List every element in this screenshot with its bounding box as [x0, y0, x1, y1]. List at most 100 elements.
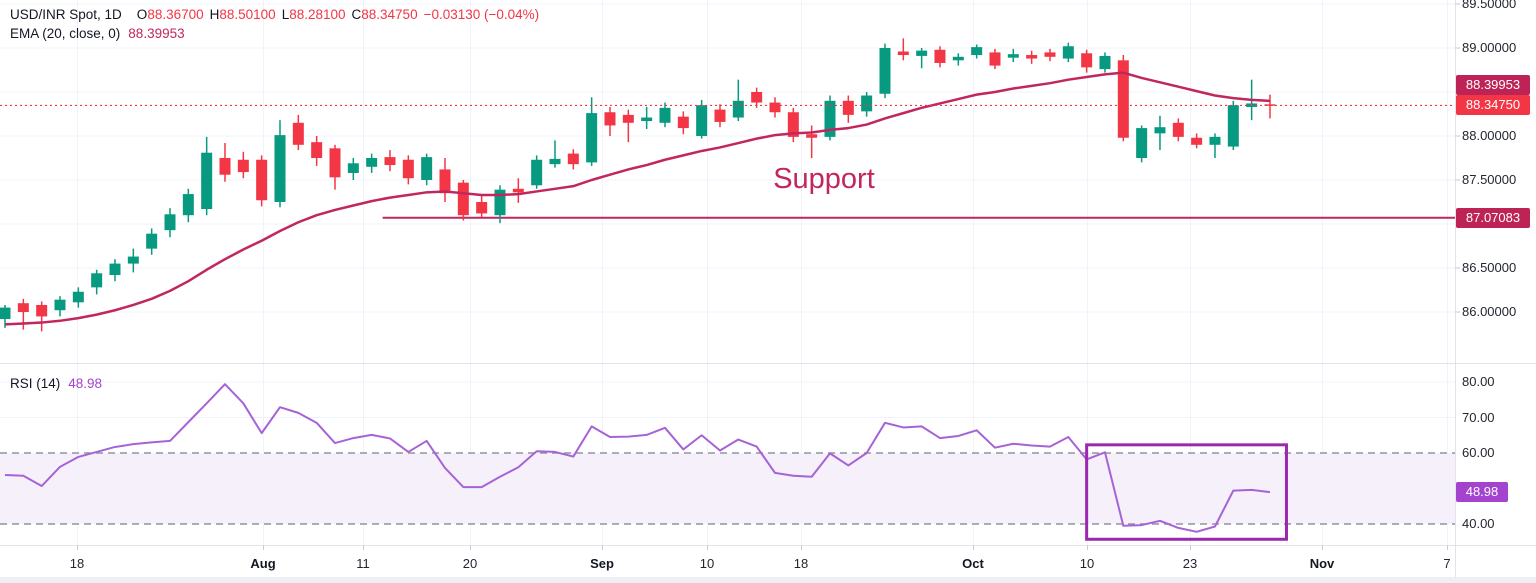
- rsi-axis-label: 80.00: [1462, 374, 1495, 389]
- bottom-edge-strip: [0, 577, 1536, 583]
- candle-body: [531, 159, 543, 186]
- rsi-highlight-box[interactable]: [1085, 443, 1288, 541]
- symbol-legend: USD/INR Spot, 1D O88.36700 H88.50100 L88.28…: [10, 7, 539, 22]
- candle-body: [0, 307, 11, 320]
- candle-body: [256, 159, 268, 201]
- candle-body: [384, 157, 396, 166]
- close-label: C: [351, 7, 362, 22]
- candles-group: [0, 38, 1276, 332]
- time-axis-label: 7: [1443, 556, 1451, 571]
- time-axis-label: 18: [69, 556, 85, 571]
- price-axis-label: 86.00000: [1462, 304, 1517, 319]
- candle-body: [109, 263, 121, 276]
- candle-body: [1117, 60, 1129, 138]
- last-price-badge: 88.34750: [1456, 95, 1530, 116]
- candle-body: [1099, 55, 1111, 70]
- candle-body: [769, 102, 781, 113]
- candle-body: [971, 47, 983, 56]
- candle-body: [1136, 128, 1148, 158]
- candle-body: [164, 214, 176, 231]
- candle-body: [989, 52, 1001, 66]
- ema-legend: EMA (20, close, 0) 88.39953: [10, 26, 185, 41]
- candle-body: [916, 50, 928, 56]
- time-axis-label: Oct: [962, 556, 984, 571]
- candle-body: [219, 158, 231, 175]
- time-axis-label: 23: [1182, 556, 1198, 571]
- candle-body: [677, 116, 689, 129]
- candle-body: [366, 158, 378, 167]
- candle-body: [311, 142, 323, 158]
- candle-body: [1227, 105, 1239, 147]
- candle-body: [1007, 54, 1019, 58]
- time-axis-label: Aug: [250, 556, 276, 571]
- candle-body: [439, 169, 451, 194]
- candle-body: [1172, 122, 1184, 137]
- candle-body: [347, 163, 359, 173]
- support-annotation-text[interactable]: Support: [773, 163, 875, 195]
- candle-body: [402, 159, 414, 179]
- candle-body: [457, 182, 469, 216]
- high-value: 88.50100: [219, 7, 276, 22]
- candle-body: [237, 159, 249, 173]
- ema-line[interactable]: [4, 71, 1271, 326]
- rsi-label[interactable]: RSI (14): [10, 376, 61, 391]
- time-axis-label: 10: [699, 556, 715, 571]
- candle-body: [72, 291, 84, 303]
- candle-body: [567, 153, 579, 165]
- time-axis-label: 18: [793, 556, 809, 571]
- candle-body: [17, 303, 29, 312]
- candle-body: [494, 189, 506, 216]
- rsi-line[interactable]: [4, 383, 1271, 533]
- candle-body: [1154, 127, 1166, 134]
- candle-body: [952, 56, 964, 61]
- change-value: −0.03130 (−0.04%): [423, 7, 540, 22]
- candle-body: [641, 117, 653, 122]
- rsi-legend: RSI (14) 48.98: [10, 376, 102, 391]
- open-label: O: [136, 7, 148, 22]
- candle-body: [292, 122, 304, 145]
- candle-body: [659, 107, 671, 123]
- candle-body: [787, 112, 799, 137]
- rsi-axis-label: 60.00: [1462, 445, 1495, 460]
- candle-body: [861, 95, 873, 112]
- time-axis-label: 10: [1079, 556, 1095, 571]
- time-axis-label: Sep: [590, 556, 614, 571]
- candle-body: [824, 100, 836, 137]
- candle-body: [1081, 53, 1093, 68]
- open-value: 88.36700: [147, 7, 204, 22]
- symbol-title[interactable]: USD/INR Spot, 1D: [10, 7, 122, 22]
- candle-body: [879, 48, 891, 94]
- candle-body: [54, 299, 66, 311]
- candle-body: [604, 112, 616, 126]
- rsi-value: 48.98: [68, 376, 103, 391]
- candle-body: [622, 114, 634, 123]
- candle-body: [421, 157, 433, 180]
- ema-label[interactable]: EMA (20, close, 0): [10, 26, 121, 41]
- candle-body: [274, 135, 286, 202]
- candle-body: [127, 256, 139, 264]
- candle-body: [329, 148, 341, 178]
- time-axis-label: 20: [462, 556, 478, 571]
- high-label: H: [209, 7, 220, 22]
- candle-body: [476, 202, 488, 214]
- rsi-axis-label: 70.00: [1462, 409, 1495, 425]
- rsi-axis-label: 40.00: [1462, 516, 1495, 531]
- support-price-badge: 87.07083: [1456, 207, 1530, 228]
- time-axis-label: 11: [356, 556, 370, 571]
- price-axis-label: 86.50000: [1462, 260, 1517, 275]
- rsi-value-badge: 48.98: [1456, 482, 1508, 503]
- candle-body: [1191, 137, 1203, 145]
- candle-body: [146, 233, 158, 249]
- candle-body: [732, 100, 744, 118]
- candle-body: [91, 273, 103, 288]
- candle-body: [1062, 46, 1074, 59]
- candle-body: [714, 109, 726, 122]
- candle-body: [512, 188, 524, 193]
- candle-body: [201, 152, 213, 210]
- time-axis-label: Nov: [1309, 556, 1335, 571]
- close-value: 88.34750: [361, 7, 418, 22]
- ema-price-badge: 88.39953: [1456, 75, 1530, 96]
- candle-body: [586, 113, 598, 163]
